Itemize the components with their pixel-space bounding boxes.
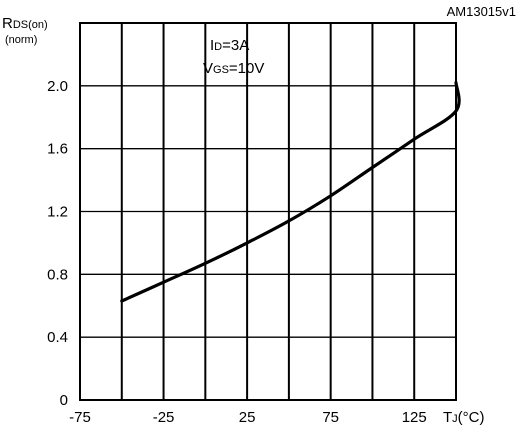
x-tick-label: 75 (322, 409, 339, 426)
figure-id: AM13015v1 (447, 4, 516, 19)
y-axis-label-sub: DS(on) (13, 19, 48, 31)
y-tick-label: 0.8 (47, 266, 68, 283)
rdson-curve (120, 81, 461, 303)
x-tick-label: 125 (402, 409, 427, 426)
condition-vgs-sub: GS (213, 64, 229, 76)
y-tick-label: 0 (60, 392, 68, 409)
y-tick-label: 0.4 (47, 329, 68, 346)
x-axis-label: TJ(°C) (443, 409, 485, 426)
plot-frame (79, 22, 457, 401)
condition-vgs: VGS=10V (203, 60, 264, 77)
y-tick-label: 2.0 (47, 78, 68, 95)
x-tick-label: 25 (239, 409, 256, 426)
x-tick-labels: -75 -25 25 75 125 (69, 409, 427, 426)
condition-vgs-rest: =10V (229, 60, 264, 77)
condition-vgs-main: V (203, 60, 213, 77)
y-axis-label: RDS(on) (2, 15, 48, 32)
y-axis-label-unit: (norm) (5, 34, 37, 46)
x-axis-label-sub: J (452, 413, 458, 425)
y-axis-label-main: R (2, 15, 13, 32)
x-tick-label: -75 (69, 409, 91, 426)
curve-layer (120, 81, 461, 303)
y-tick-labels: 0 0.4 0.8 1.2 1.6 2.0 (47, 78, 68, 409)
condition-id-main: I (210, 37, 214, 54)
x-axis-label-unit: (°C) (458, 409, 485, 426)
condition-id-sub: D (214, 41, 222, 53)
x-axis-label-main: T (443, 409, 452, 426)
grid (80, 23, 456, 400)
y-tick-label: 1.2 (47, 204, 68, 221)
x-tick-label: -25 (153, 409, 175, 426)
condition-id: ID=3A (210, 37, 249, 54)
condition-id-rest: =3A (222, 37, 249, 54)
y-tick-label: 1.6 (47, 141, 68, 158)
